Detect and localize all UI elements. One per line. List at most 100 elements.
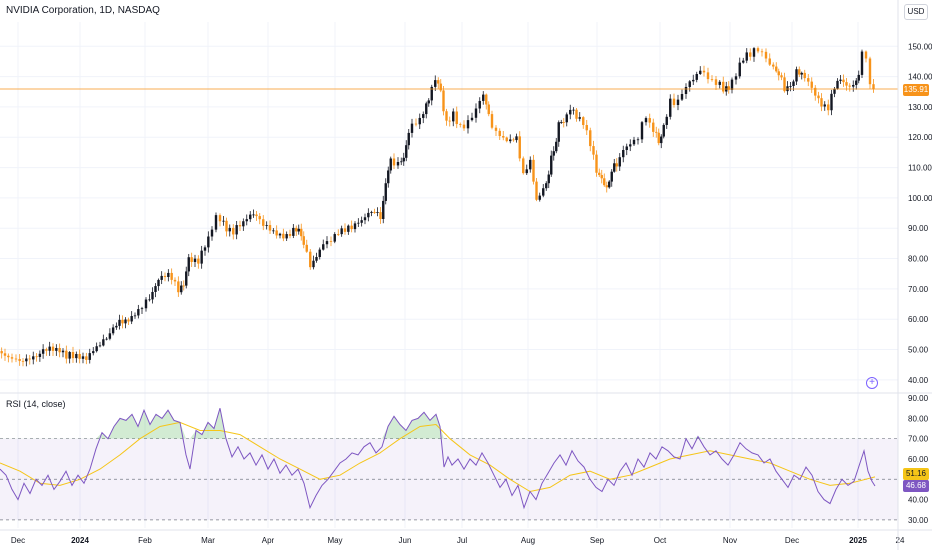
candle-body bbox=[860, 51, 864, 75]
candle-body bbox=[382, 200, 385, 219]
candle-body bbox=[197, 258, 200, 264]
candle-body bbox=[133, 315, 137, 317]
candle-body bbox=[452, 111, 455, 122]
candle-body bbox=[427, 100, 430, 104]
candle-body bbox=[376, 212, 379, 213]
candle-body bbox=[789, 86, 792, 87]
currency-button[interactable]: USD bbox=[904, 4, 928, 20]
candle-body bbox=[182, 285, 185, 287]
candle-body bbox=[288, 234, 292, 236]
candle-body bbox=[148, 299, 151, 301]
candle-body bbox=[487, 104, 490, 115]
candle-body bbox=[154, 286, 157, 292]
time-tick-label: 2025 bbox=[849, 536, 867, 545]
candle-body bbox=[38, 353, 42, 357]
candle-body bbox=[823, 104, 826, 107]
candle-body bbox=[322, 244, 325, 250]
candle-body bbox=[562, 122, 565, 123]
candle-body bbox=[535, 181, 538, 200]
candle-body bbox=[252, 214, 255, 216]
candle-body bbox=[644, 118, 648, 123]
candle-body bbox=[714, 79, 718, 85]
rsi-ma-badge: 51.16 bbox=[903, 468, 929, 480]
candle-body bbox=[255, 214, 258, 217]
candle-body bbox=[173, 279, 177, 282]
candle-body bbox=[282, 233, 285, 239]
candle-body bbox=[600, 175, 603, 179]
candle-body bbox=[207, 236, 210, 248]
time-tick-label: Oct bbox=[654, 536, 667, 545]
candle-body bbox=[560, 122, 563, 123]
candle-body bbox=[498, 130, 501, 137]
candle-body bbox=[775, 66, 778, 72]
candle-body bbox=[625, 146, 628, 150]
candle-body bbox=[367, 212, 370, 218]
candle-body bbox=[603, 178, 606, 186]
candle-body bbox=[203, 247, 207, 251]
candle-body bbox=[387, 170, 390, 184]
rsi-tick-label: 60.00 bbox=[908, 455, 929, 464]
candle-body bbox=[509, 139, 512, 142]
candle-body bbox=[515, 136, 518, 141]
candle-body bbox=[55, 348, 58, 351]
candle-body bbox=[702, 70, 706, 73]
candle-body bbox=[265, 225, 268, 226]
candle-body bbox=[405, 145, 408, 158]
candle-body bbox=[868, 58, 872, 85]
candle-body bbox=[657, 132, 660, 144]
candle-body bbox=[864, 51, 868, 59]
add-icon[interactable]: + bbox=[866, 377, 878, 389]
rsi-tick-label: 30.00 bbox=[908, 516, 929, 525]
candle-body bbox=[92, 351, 95, 354]
candle-body bbox=[218, 215, 222, 222]
candle-body bbox=[127, 319, 130, 322]
candle-body bbox=[305, 244, 308, 252]
candle-body bbox=[669, 98, 672, 117]
candle-body bbox=[727, 86, 730, 90]
candle-body bbox=[300, 228, 303, 237]
candle-body bbox=[795, 69, 798, 82]
candle-body bbox=[839, 79, 842, 81]
chart-title: NVIDIA Corporation, 1D, NASDAQ bbox=[6, 5, 160, 16]
candle-body bbox=[833, 88, 836, 94]
candle-body bbox=[350, 225, 353, 230]
candle-body bbox=[258, 216, 261, 220]
price-tick-label: 40.00 bbox=[908, 376, 929, 385]
candle-body bbox=[185, 271, 188, 286]
candle-body bbox=[827, 104, 830, 111]
price-tick-label: 80.00 bbox=[908, 255, 929, 264]
rsi-tick-label: 70.00 bbox=[908, 435, 929, 444]
candle-body bbox=[214, 215, 218, 230]
candle-body bbox=[68, 352, 71, 359]
candle-body bbox=[10, 357, 14, 359]
candle-body bbox=[857, 74, 860, 81]
candle-body bbox=[422, 114, 425, 118]
price-tick-label: 70.00 bbox=[908, 285, 929, 294]
candle-body bbox=[130, 316, 133, 322]
candle-body bbox=[680, 94, 684, 100]
candle-body bbox=[242, 221, 245, 227]
candle-body bbox=[692, 79, 695, 82]
candle-body bbox=[88, 353, 91, 360]
candle-body bbox=[655, 131, 658, 133]
candle-body bbox=[312, 260, 315, 268]
rsi-overbought-fill bbox=[0, 408, 875, 439]
candle-body bbox=[437, 80, 440, 84]
candle-body bbox=[329, 241, 333, 242]
candle-body bbox=[118, 319, 121, 326]
candle-body bbox=[598, 172, 601, 176]
candle-body bbox=[160, 275, 163, 280]
price-tick-label: 100.00 bbox=[908, 194, 932, 203]
candle-body bbox=[137, 309, 140, 316]
candle-body bbox=[448, 120, 451, 122]
time-tick-label: 2024 bbox=[71, 536, 89, 545]
rsi-indicator-title[interactable]: RSI (14, close) bbox=[6, 399, 66, 409]
candle-body bbox=[706, 72, 710, 80]
candle-body bbox=[466, 120, 470, 129]
candle-body bbox=[318, 249, 321, 258]
candle-body bbox=[32, 356, 35, 360]
candle-body bbox=[648, 118, 651, 123]
candle-body bbox=[0, 351, 3, 354]
